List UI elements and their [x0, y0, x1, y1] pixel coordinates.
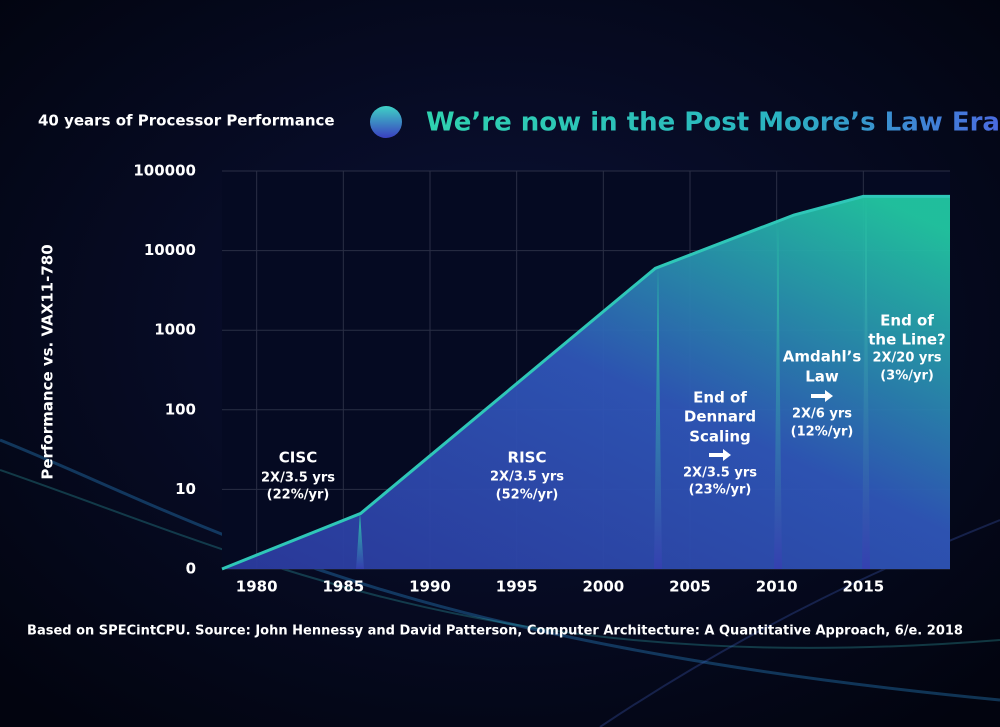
x-tick-label: 2015: [842, 578, 884, 596]
annotation: 2X/3.5 yrs: [490, 470, 564, 485]
annotation: RISC: [508, 449, 547, 467]
era-spike: [356, 513, 364, 569]
y-tick-label: 10000: [144, 241, 196, 259]
annotation: Law: [805, 368, 839, 386]
decor-swoosh: [599, 519, 1000, 727]
annotation: (3%/yr): [880, 369, 934, 384]
annotation: 2X/20 yrs: [872, 351, 941, 366]
x-tick-label: 1995: [496, 578, 538, 596]
annotation: the Line?: [868, 331, 946, 349]
annotation: 2X/6 yrs: [792, 407, 852, 422]
y-tick-label: 1000: [154, 321, 196, 339]
y-axis-label: Performance vs. VAX11-780: [39, 244, 57, 479]
annotation: End of: [880, 312, 934, 330]
annotation: (23%/yr): [689, 483, 752, 498]
annotation: (12%/yr): [791, 425, 854, 440]
x-tick-label: 2000: [582, 578, 624, 596]
annotation: 2X/3.5 yrs: [261, 471, 335, 486]
annotation: Scaling: [689, 428, 751, 446]
annotation: End of: [693, 389, 747, 407]
x-tick-label: 1990: [409, 578, 451, 596]
plot-area: 0 10 100 1000 10000 100000 1980 1985 1990 1995 200…: [133, 162, 950, 596]
annotation: (22%/yr): [267, 488, 330, 503]
annotation: Amdahl’s: [783, 348, 862, 366]
chart-title: We’re now in the Post Moore’s Law Era: [426, 108, 1000, 138]
decor-swoosh: [0, 469, 1000, 649]
source-note: Based on SPECintCPU. Source: John Hennes…: [27, 624, 963, 639]
annotation: 2X/3.5 yrs: [683, 466, 757, 481]
y-tick-label: 100: [165, 400, 196, 418]
title-icon: [370, 106, 402, 138]
x-tick-label: 1985: [322, 578, 364, 596]
x-tick-label: 2010: [756, 578, 798, 596]
arrow-icon: [709, 449, 731, 461]
y-tick-label: 100000: [133, 162, 196, 180]
x-tick-label: 2005: [669, 578, 711, 596]
decor-swoosh: [0, 438, 1000, 702]
era-spike: [654, 267, 662, 569]
annotation: CISC: [279, 449, 317, 467]
subtitle: 40 years of Processor Performance: [38, 112, 335, 130]
x-tick-label: 1980: [236, 578, 278, 596]
y-tick-label: 10: [175, 480, 196, 498]
area-fill: [222, 196, 950, 569]
era-spike: [862, 197, 870, 569]
annotation: (52%/yr): [496, 488, 559, 503]
y-tick-label: 0: [186, 560, 196, 578]
arrow-icon: [811, 390, 833, 402]
era-spike: [774, 225, 782, 569]
line: [221, 194, 950, 571]
annotation: Dennard: [684, 408, 756, 426]
